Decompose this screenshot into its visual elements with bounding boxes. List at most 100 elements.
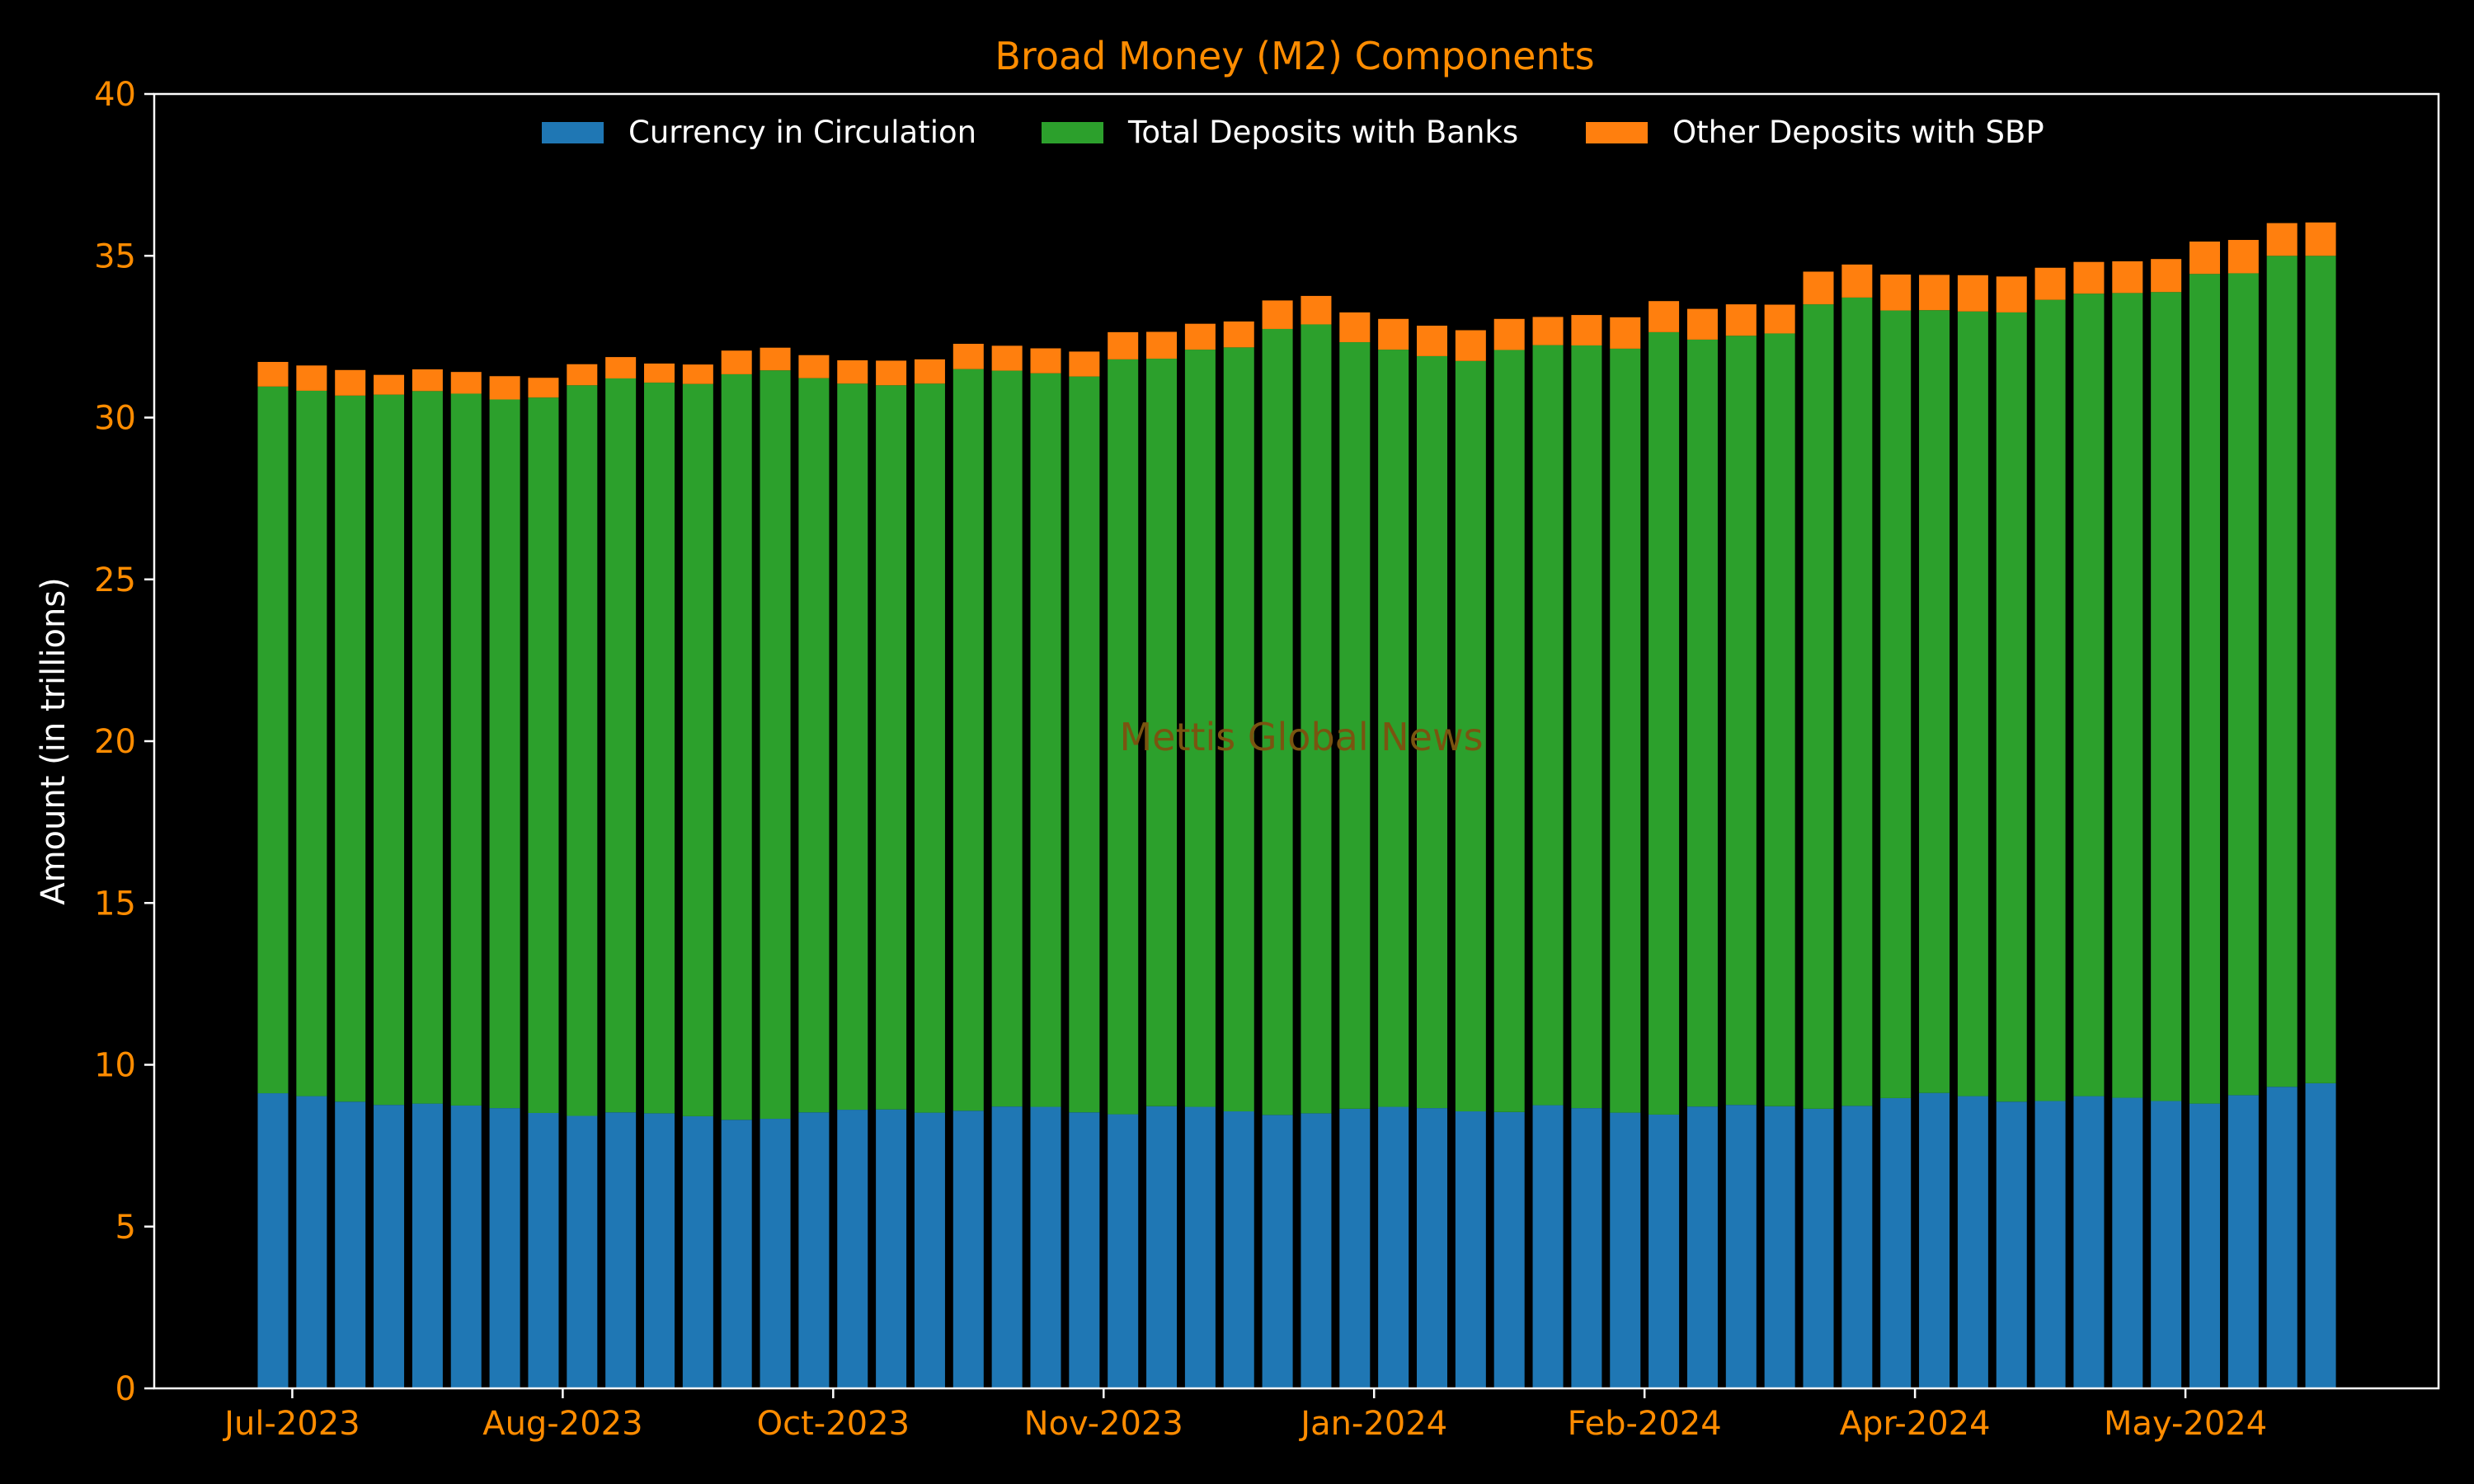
bar-1-45 [1957,1096,1988,1388]
bar-1-18 [914,1112,945,1388]
bar-3-42 [1841,264,1873,298]
bar-2-44 [1919,310,1950,1093]
watermark: Mettis Global News [1119,715,1483,759]
bar-1-24 [1146,1106,1178,1388]
bar-1-17 [876,1109,907,1388]
bar-2-35 [1571,345,1602,1109]
bar-1-25 [1184,1106,1216,1388]
bar-1-48 [2073,1096,2105,1388]
bar-3-20 [991,345,1023,371]
bar-3-53 [2266,223,2298,256]
x-tick-label: Apr-2024 [1840,1405,1991,1443]
bar-1-7 [489,1108,520,1388]
bar-1-9 [567,1115,598,1388]
legend-swatch-2 [1042,122,1103,143]
bar-3-12 [682,364,713,384]
bar-2-2 [296,390,327,1097]
bar-1-31 [1417,1108,1447,1388]
bar-2-43 [1880,310,1912,1098]
bar-1-10 [605,1112,637,1388]
bar-3-1 [257,361,289,387]
bar-1-2 [296,1096,327,1388]
bar-1-44 [1919,1092,1950,1388]
bar-1-15 [798,1112,830,1388]
bar-2-53 [2266,256,2298,1087]
x-tick-label: May-2024 [2104,1405,2267,1443]
bar-3-14 [760,347,791,371]
bar-3-2 [296,365,327,391]
bar-3-6 [450,372,482,394]
bar-1-23 [1108,1114,1139,1388]
bar-3-35 [1571,315,1602,345]
bar-2-10 [605,378,637,1113]
bar-3-45 [1957,275,1988,312]
bar-3-51 [2189,241,2220,275]
bar-2-24 [1146,359,1178,1106]
bar-1-1 [257,1093,289,1388]
bar-2-36 [1610,348,1641,1113]
bar-3-33 [1493,318,1525,350]
bar-3-48 [2073,261,2105,294]
bar-3-21 [1030,348,1061,373]
bar-1-37 [1649,1114,1680,1388]
bar-2-6 [450,393,482,1106]
bar-2-23 [1108,359,1139,1115]
bar-2-33 [1493,350,1525,1112]
bar-1-46 [1996,1101,2027,1388]
bar-3-41 [1803,271,1834,305]
bar-1-43 [1880,1097,1912,1388]
bar-3-25 [1184,323,1216,350]
y-axis: 0 5 10 15 20 25 30 35 40 [94,76,154,1408]
y-tick-label: 0 [115,1370,136,1408]
bar-3-15 [798,355,830,378]
bar-1-4 [374,1105,405,1388]
bar-2-1 [257,386,289,1094]
bar-2-41 [1803,304,1834,1109]
bar-1-12 [682,1115,713,1388]
bar-2-18 [914,383,945,1113]
bar-1-40 [1764,1106,1795,1388]
bar-2-21 [1030,373,1061,1107]
bar-2-47 [2034,299,2066,1101]
bar-3-23 [1108,331,1139,359]
x-tick-label: Oct-2023 [757,1405,910,1443]
bar-3-5 [412,369,443,392]
bar-1-26 [1223,1111,1254,1388]
bar-1-47 [2034,1101,2066,1388]
bar-2-32 [1455,360,1486,1112]
bar-1-8 [528,1112,559,1388]
bar-3-4 [374,374,405,395]
x-tick-label: Jul-2023 [222,1405,360,1443]
bar-3-44 [1919,275,1950,311]
bar-2-11 [644,383,675,1114]
bar-3-26 [1223,321,1254,348]
bar-3-3 [335,369,366,396]
bar-1-3 [335,1101,366,1388]
y-tick-label: 30 [94,400,136,438]
bar-3-30 [1378,318,1409,350]
bar-2-20 [991,370,1023,1107]
bar-1-41 [1803,1108,1834,1388]
y-tick-label: 40 [94,76,136,114]
bar-3-43 [1880,275,1912,311]
bar-2-5 [412,391,443,1104]
bar-3-37 [1649,301,1680,332]
bar-3-32 [1455,330,1486,361]
bar-2-19 [952,369,984,1111]
y-tick-label: 10 [94,1047,136,1085]
bar-1-28 [1300,1113,1332,1389]
bar-2-34 [1532,345,1564,1106]
bar-2-27 [1262,328,1293,1115]
bar-1-21 [1030,1106,1061,1388]
bar-3-54 [2305,222,2336,256]
bar-3-24 [1146,331,1178,359]
legend-label-1: Currency in Circulation [628,115,976,150]
bar-2-29 [1339,342,1371,1109]
bar-3-7 [489,376,520,400]
y-tick-label: 25 [94,561,136,599]
y-tick-label: 35 [94,237,136,275]
bar-1-22 [1069,1112,1100,1388]
bar-1-6 [450,1105,482,1388]
bar-3-36 [1610,317,1641,349]
